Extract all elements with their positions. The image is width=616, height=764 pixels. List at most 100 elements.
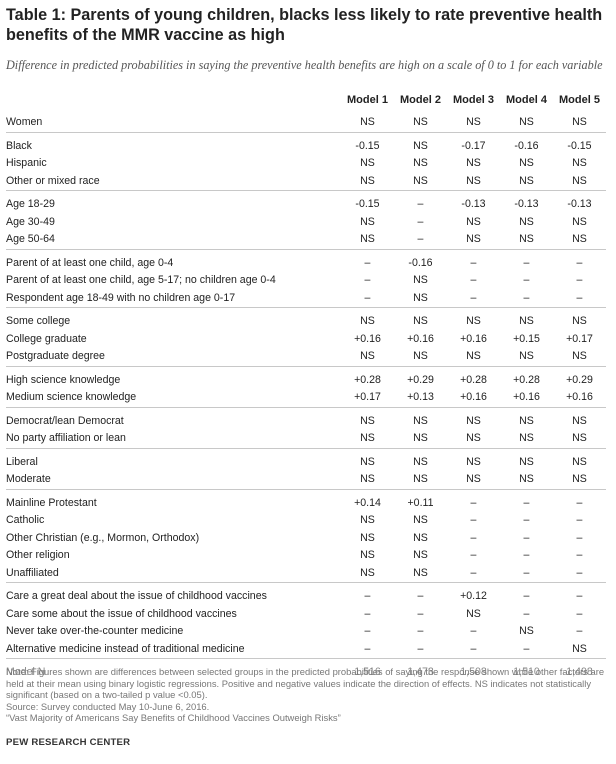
row-label: Some college xyxy=(6,315,71,327)
value-cell: NS xyxy=(519,233,534,245)
value-cell: NS xyxy=(572,455,587,468)
value-cell: – xyxy=(576,566,583,579)
row-label: Liberal xyxy=(6,455,38,468)
value-cell: +0.16 xyxy=(460,391,487,403)
row-label: Parent of at least one child, age 0-4 xyxy=(6,256,174,269)
value-cell: – xyxy=(417,215,424,228)
value-cell: +0.11 xyxy=(407,496,434,509)
value-cell: 1,516 xyxy=(354,666,381,678)
value-cell: NS xyxy=(466,116,481,128)
value-cell: NS xyxy=(466,215,481,228)
group-divider xyxy=(6,307,606,313)
value-cell: NS xyxy=(360,157,375,169)
value-cell: – xyxy=(470,496,477,509)
value-cell: NS xyxy=(413,116,428,128)
value-cell: NS xyxy=(360,455,375,468)
value-cell: NS xyxy=(360,473,375,485)
divider-cell xyxy=(6,248,606,255)
row-label: Model N xyxy=(6,666,46,678)
table-subtitle: Difference in predicted probabilities in… xyxy=(6,58,603,72)
table-row: Age 50-64 NS – NS NS NS xyxy=(6,231,606,249)
row-label: Other religion xyxy=(6,549,70,561)
value-cell: -0.16 xyxy=(408,256,433,269)
row-label: Unaffiliated xyxy=(6,566,59,579)
value-cell: NS xyxy=(360,233,375,245)
value-cell: NS xyxy=(413,315,428,327)
value-cell: – xyxy=(470,625,477,637)
value-cell: – xyxy=(523,291,530,304)
value-cell: 1,498 xyxy=(566,666,593,678)
value-cell: – xyxy=(470,291,477,304)
value-cell: NS xyxy=(519,432,534,444)
value-cell: -0.15 xyxy=(567,139,592,152)
value-cell: NS xyxy=(413,414,428,427)
table-row: Unaffiliated NS NS – – – xyxy=(6,565,606,583)
value-cell: – xyxy=(576,531,583,544)
table-row: Mainline Protestant +0.14 +0.11 – – – xyxy=(6,495,606,513)
table-row: Black -0.15 NS -0.17 -0.16 -0.15 xyxy=(6,138,606,156)
value-cell: – xyxy=(470,274,477,286)
value-cell: NS xyxy=(466,473,481,485)
value-cell: NS xyxy=(519,455,534,468)
value-cell: NS xyxy=(360,414,375,427)
value-cell: – xyxy=(576,256,583,269)
table-row: Other religion NS NS – – – xyxy=(6,547,606,565)
value-cell: NS xyxy=(413,473,428,485)
value-cell: – xyxy=(364,274,371,286)
value-cell: 1,473 xyxy=(407,666,434,678)
group-divider xyxy=(6,131,606,138)
group-divider xyxy=(6,365,606,372)
value-cell: – xyxy=(523,514,530,526)
value-cell: NS xyxy=(572,233,587,245)
value-cell: +0.16 xyxy=(460,332,487,345)
value-cell: +0.28 xyxy=(513,373,540,386)
value-cell: NS xyxy=(360,174,375,187)
table-row: Parent of at least one child, age 0-4 – -0… xyxy=(6,255,606,273)
value-cell: – xyxy=(576,607,583,620)
value-cell: – xyxy=(523,590,530,602)
value-cell: +0.12 xyxy=(460,590,487,602)
group-divider xyxy=(6,488,606,495)
value-cell: NS xyxy=(413,514,428,526)
value-cell: NS xyxy=(360,116,375,128)
value-cell: NS xyxy=(572,215,587,228)
value-cell: – xyxy=(523,274,530,286)
value-cell: NS xyxy=(466,607,481,620)
row-label: College graduate xyxy=(6,332,87,345)
value-cell: NS xyxy=(466,174,481,187)
value-cell: NS xyxy=(572,414,587,427)
value-cell: NS xyxy=(519,215,534,228)
column-header: Model 1 xyxy=(347,94,388,107)
value-cell: – xyxy=(417,607,424,620)
value-cell: NS xyxy=(572,315,587,327)
table-row: Liberal NS NS NS NS NS xyxy=(6,454,606,472)
value-cell: – xyxy=(576,625,583,637)
notes-block: Note: Figures shown are differences betw… xyxy=(6,666,610,724)
table-row: Alternative medicine instead of traditio… xyxy=(6,641,606,659)
table-row: Other Christian (e.g., Mormon, Orthodox)… xyxy=(6,530,606,548)
value-cell: NS xyxy=(413,432,428,444)
value-cell: +0.28 xyxy=(354,373,381,386)
value-cell: NS xyxy=(360,350,375,362)
value-cell: NS xyxy=(572,174,587,187)
table-row: No party affiliation or lean NS NS NS NS NS xyxy=(6,430,606,448)
value-cell: – xyxy=(523,496,530,509)
value-cell: NS xyxy=(413,174,428,187)
value-cell: +0.17 xyxy=(566,332,593,345)
value-cell: NS xyxy=(572,432,587,444)
divider-cell xyxy=(6,582,606,588)
value-cell: – xyxy=(470,566,477,579)
value-cell: – xyxy=(364,607,371,620)
table-row: Care some about the issue of childhood v… xyxy=(6,606,606,624)
row-label: High science knowledge xyxy=(6,373,121,386)
column-header: Model 4 xyxy=(506,94,547,107)
row-label: Care some about the issue of childhood v… xyxy=(6,607,237,620)
group-divider xyxy=(6,406,606,413)
table-row: Women NS NS NS NS NS xyxy=(6,114,606,132)
value-cell: – xyxy=(364,625,371,637)
value-cell: – xyxy=(523,531,530,544)
value-cell: NS xyxy=(413,350,428,362)
table-row: Democrat/lean Democrat NS NS NS NS NS xyxy=(6,413,606,431)
value-cell: – xyxy=(523,607,530,620)
